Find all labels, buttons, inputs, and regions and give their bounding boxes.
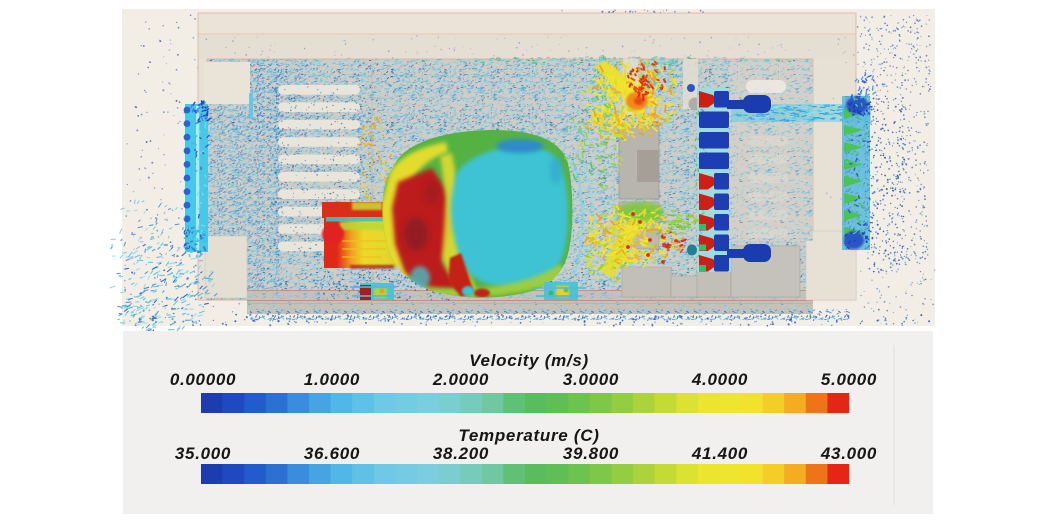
svg-text:2.0000: 2.0000 xyxy=(432,370,489,389)
svg-text:4.0000: 4.0000 xyxy=(691,370,748,389)
svg-text:36.600: 36.600 xyxy=(304,444,360,463)
svg-text:41.400: 41.400 xyxy=(691,444,748,463)
svg-text:39.800: 39.800 xyxy=(563,444,619,463)
svg-text:0.00000: 0.00000 xyxy=(170,370,236,389)
svg-text:Velocity (m/s): Velocity (m/s) xyxy=(469,351,589,370)
svg-text:35.000: 35.000 xyxy=(175,444,231,463)
svg-text:5.0000: 5.0000 xyxy=(821,370,877,389)
svg-text:Temperature (C): Temperature (C) xyxy=(458,426,599,445)
svg-text:1.0000: 1.0000 xyxy=(304,370,360,389)
svg-text:3.0000: 3.0000 xyxy=(563,370,619,389)
svg-text:43.000: 43.000 xyxy=(820,444,877,463)
svg-text:38.200: 38.200 xyxy=(433,444,489,463)
